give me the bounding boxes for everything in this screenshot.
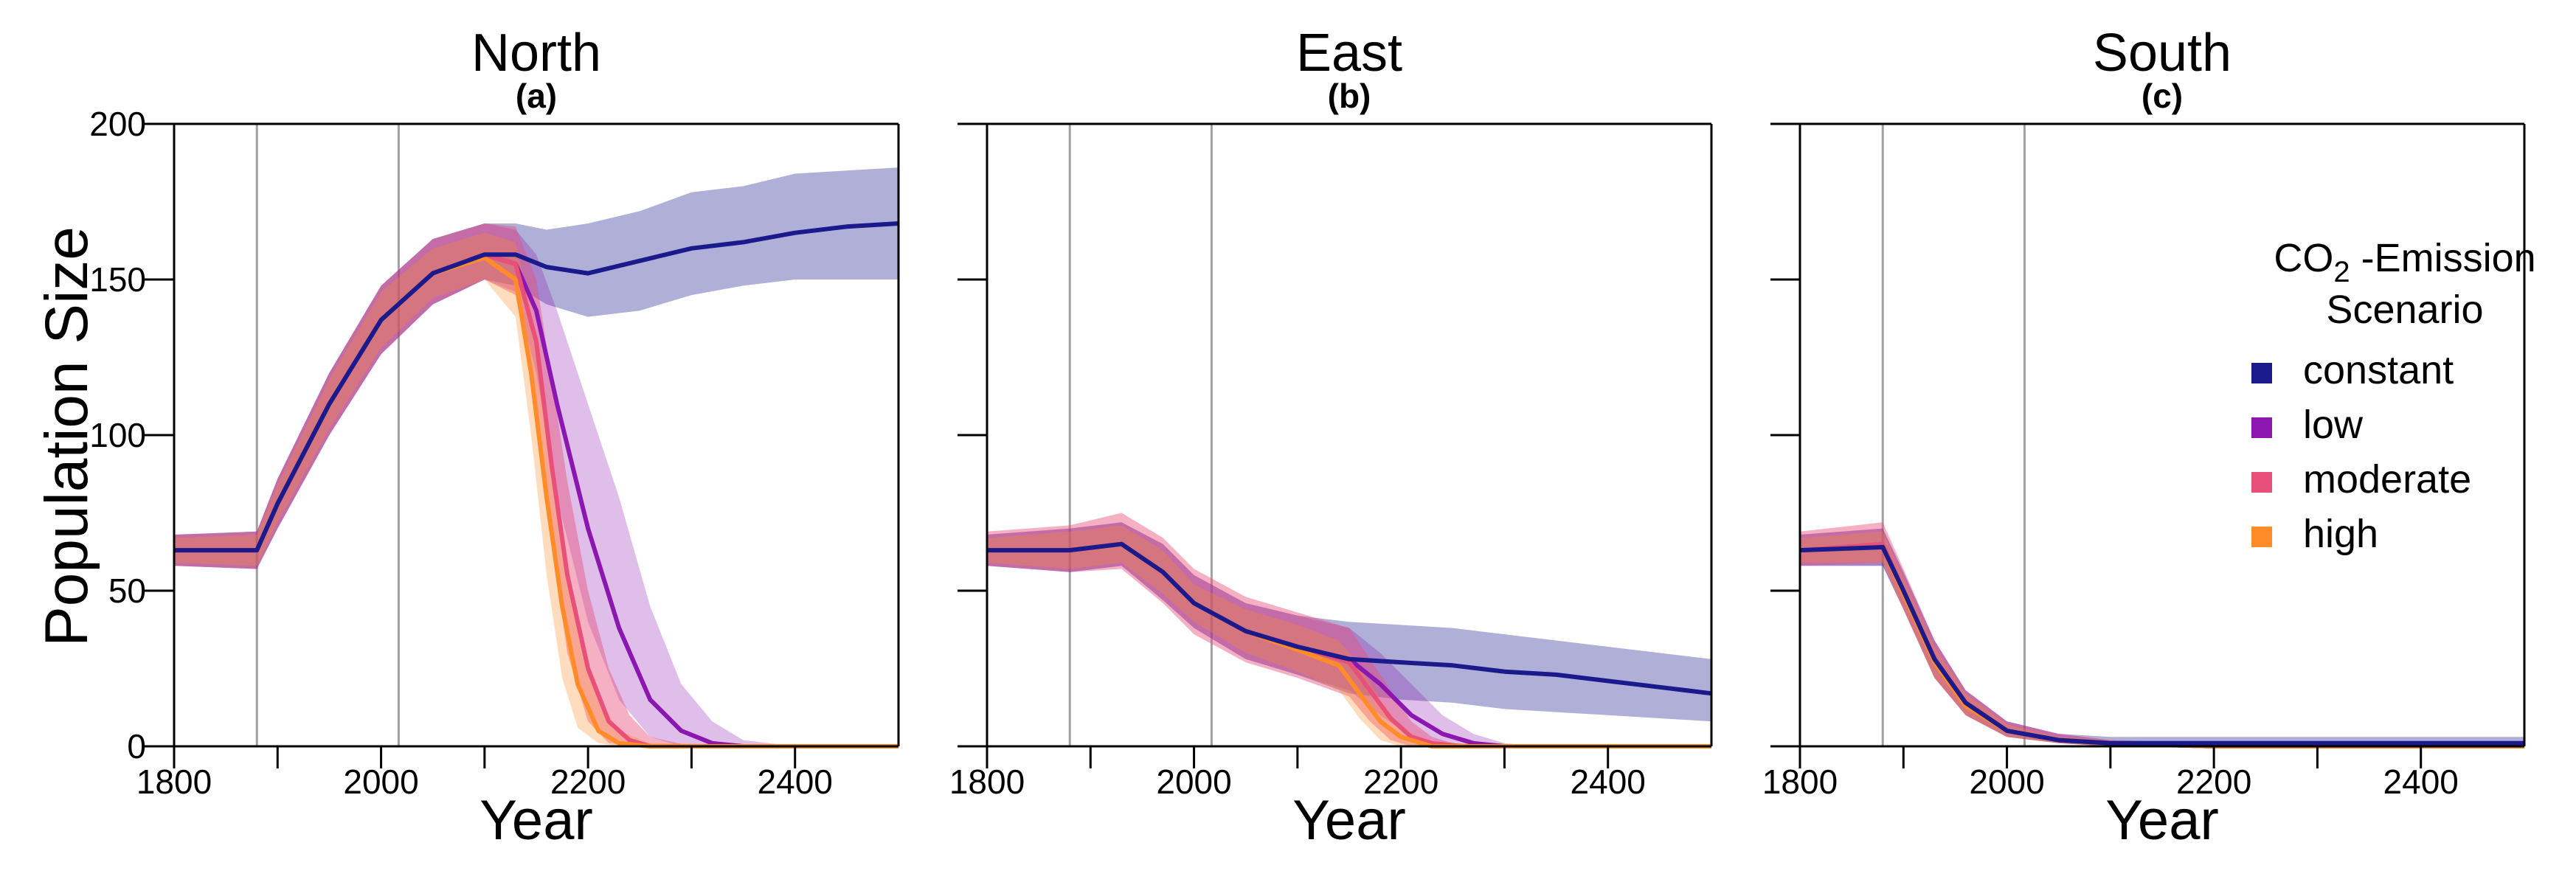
y-tick-label: 50	[108, 572, 146, 610]
y-tick-label: 100	[89, 416, 146, 454]
band-high	[987, 525, 1711, 746]
series-line-moderate	[1799, 541, 2524, 749]
panel-subtitle: (c)	[2142, 77, 2183, 115]
band-high	[1800, 531, 2524, 746]
band-low	[1800, 528, 2524, 746]
x-tick-label: 2400	[2383, 763, 2459, 801]
legend-label-constant: constant	[2303, 348, 2454, 392]
legend-swatch-constant	[2251, 363, 2272, 383]
series-line-constant	[987, 541, 1712, 696]
series-line-low	[1799, 544, 2524, 749]
legend-title-line2: Scenario	[2326, 288, 2483, 332]
legend-title-suffix: -Emission	[2350, 236, 2536, 280]
y-axis-label: Population Size	[33, 226, 100, 647]
series-line-constant	[1799, 544, 2524, 746]
x-tick-label: 2200	[2176, 763, 2251, 801]
band-moderate	[1800, 522, 2524, 746]
x-tick-label: 2000	[1969, 763, 2044, 801]
x-tick-label: 2000	[1156, 763, 1231, 801]
band-constant	[1800, 528, 2524, 746]
legend-title-subscript: 2	[2333, 256, 2350, 288]
panel-title: North	[471, 24, 601, 83]
panel-east: 1800 2000 2200 2400 East(b) Year	[949, 24, 1713, 852]
x-axis-label: Year	[479, 789, 593, 852]
legend: CO2 -Emission Scenario constant low modera…	[2251, 236, 2536, 556]
band-moderate	[987, 513, 1711, 746]
x-tick-label: 2200	[550, 763, 626, 801]
y-tick-label: 150	[89, 260, 146, 299]
x-tick-label: 1800	[136, 763, 212, 801]
legend-title-prefix: CO	[2274, 236, 2333, 280]
band-low	[174, 223, 899, 746]
series-line-constant	[174, 221, 899, 553]
legend-items: constant low moderate high	[2251, 348, 2471, 556]
panel-subtitle: (a)	[516, 77, 557, 115]
x-tick-label: 2400	[1571, 763, 1646, 801]
panel-south: 1800 2000 2200 2400 South(c) Year	[1762, 24, 2526, 852]
x-axis-label: Year	[1292, 789, 1406, 852]
legend-swatch-moderate	[2251, 472, 2272, 493]
legend-swatch-low	[2251, 417, 2272, 438]
y-tick-label: 0	[127, 727, 146, 765]
band-constant	[174, 167, 899, 569]
panel-title: East	[1296, 24, 1402, 83]
panel-subtitle: (b)	[1328, 77, 1371, 115]
x-tick-label: 2000	[343, 763, 418, 801]
x-tick-label: 1800	[1762, 763, 1838, 801]
x-tick-label: 1800	[949, 763, 1025, 801]
panel-north: 0 50 100 150 200 1800 2000 2200 2400 North(a) Year	[89, 24, 900, 852]
x-tick-label: 2400	[758, 763, 833, 801]
legend-label-low: low	[2303, 403, 2364, 447]
legend-label-high: high	[2303, 512, 2378, 556]
band-moderate	[174, 223, 899, 746]
series-line-high	[1799, 544, 2524, 749]
x-axis-label: Year	[2105, 789, 2219, 852]
legend-label-moderate: moderate	[2303, 457, 2471, 501]
legend-swatch-high	[2251, 527, 2272, 547]
panel-title: South	[2093, 24, 2232, 83]
legend-title: CO2 -Emission	[2274, 236, 2535, 288]
y-tick-label: 200	[89, 105, 146, 143]
x-tick-label: 2200	[1363, 763, 1438, 801]
